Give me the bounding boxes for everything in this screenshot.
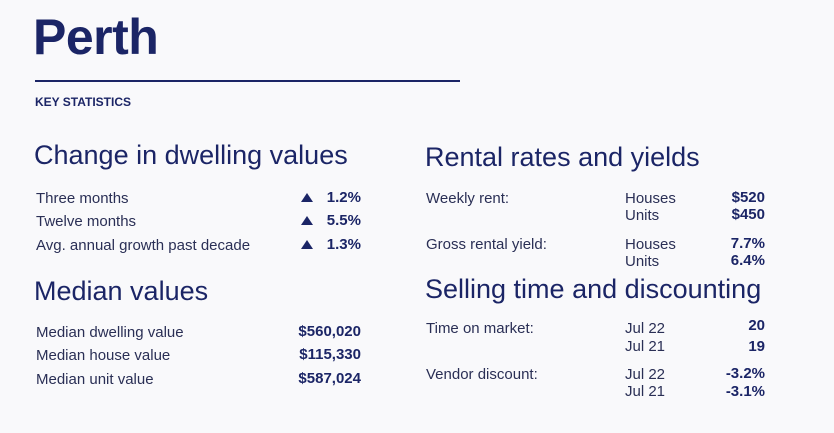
gross-yield-sub-units: Units <box>625 253 660 270</box>
vendor-discount-value-jul21: -3.1% <box>725 383 765 400</box>
triangle-up-icon <box>301 193 313 202</box>
rental-heading: Rental rates and yields <box>425 142 700 172</box>
weekly-rent-value-units: $450 <box>731 206 765 223</box>
time-on-market-value-jul21: 19 <box>748 338 765 355</box>
median-value-house: $115,330 <box>299 346 361 363</box>
vendor-discount-sub-jul21: Jul 21 <box>625 383 666 400</box>
median-label-house: Median house value <box>36 347 171 364</box>
weekly-rent-value-houses: $520 <box>731 189 765 206</box>
vendor-discount-value-jul22: -3.2% <box>725 365 765 382</box>
time-on-market-label: Time on market: <box>426 320 534 337</box>
gross-yield-value-houses: 7.7% <box>730 235 765 252</box>
change-heading: Change in dwelling values <box>34 140 348 170</box>
triangle-up-icon <box>301 240 313 249</box>
median-label-unit: Median unit value <box>36 371 154 388</box>
median-value-dwelling: $560,020 <box>298 323 361 340</box>
median-heading: Median values <box>34 276 209 306</box>
vendor-discount-sub-jul22: Jul 22 <box>625 366 666 383</box>
change-value-decade: 1.3% <box>326 236 361 253</box>
change-value-twelve-months: 5.5% <box>326 212 361 229</box>
page-title: Perth <box>33 9 159 65</box>
weekly-rent-label: Weekly rent: <box>426 190 510 207</box>
change-label-twelve-months: Twelve months <box>36 213 137 230</box>
selling-heading: Selling time and discounting <box>425 274 762 304</box>
triangle-up-icon <box>301 216 313 225</box>
vendor-discount-label: Vendor discount: <box>426 366 538 383</box>
time-on-market-sub-jul22: Jul 22 <box>625 320 666 337</box>
change-label-decade: Avg. annual growth past decade <box>36 237 251 254</box>
gross-yield-sub-houses: Houses <box>625 236 676 253</box>
change-label-three-months: Three months <box>36 190 129 207</box>
weekly-rent-sub-houses: Houses <box>625 190 676 207</box>
median-value-unit: $587,024 <box>298 370 361 387</box>
median-label-dwelling: Median dwelling value <box>36 324 184 341</box>
weekly-rent-sub-units: Units <box>625 207 660 224</box>
gross-yield-label: Gross rental yield: <box>426 236 547 253</box>
change-value-three-months: 1.2% <box>326 189 361 206</box>
title-divider <box>35 80 460 82</box>
section-subtitle: KEY STATISTICS <box>35 95 132 109</box>
time-on-market-value-jul22: 20 <box>748 317 765 334</box>
gross-yield-value-units: 6.4% <box>730 252 765 269</box>
time-on-market-sub-jul21: Jul 21 <box>625 338 666 355</box>
